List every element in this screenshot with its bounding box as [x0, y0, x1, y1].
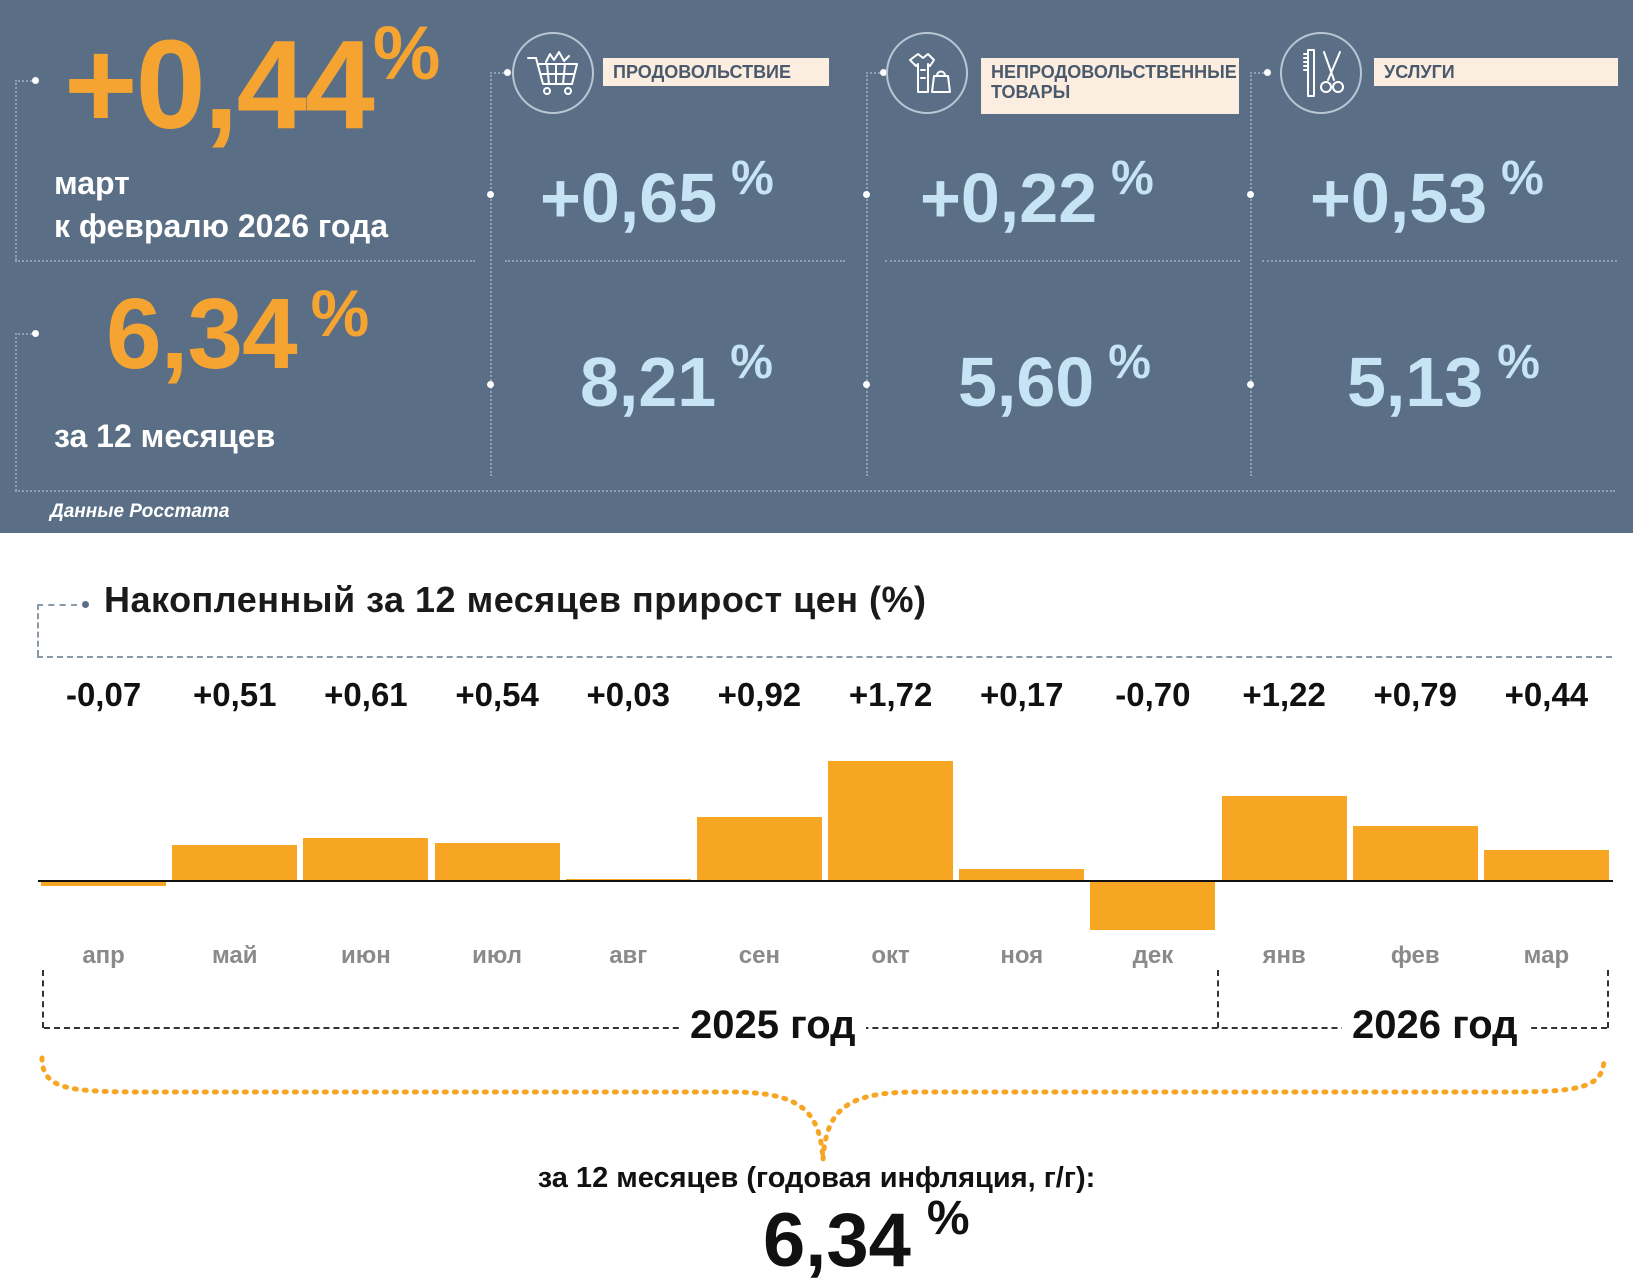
- summary-panel: +0,44% март к февралю 2026 года 6,34% за…: [0, 0, 1633, 533]
- marker-dot: [1264, 69, 1271, 76]
- marker-dot: [32, 77, 39, 84]
- divider: [15, 260, 475, 262]
- summary-brace: [39, 1055, 1607, 1161]
- annual-inflation-label: за 12 месяцев: [54, 418, 276, 454]
- category-label-services: УСЛУГИ: [1374, 58, 1618, 86]
- marker-dot: [32, 330, 39, 337]
- source-note: Данные Росстата: [50, 501, 230, 522]
- annual-inflation-caption: за 12 месяцев (годовая инфляция, г/г):: [537, 1162, 1096, 1194]
- divider: [885, 260, 1240, 262]
- divider: [15, 80, 35, 82]
- month-change-label: март к февралю 2026 года: [54, 165, 389, 245]
- value-label: +0,54: [455, 676, 539, 713]
- bar-янв: [1221, 795, 1347, 881]
- divider: [490, 72, 492, 476]
- month-tick-label: июн: [341, 942, 391, 969]
- bar-сен: [696, 816, 822, 881]
- value-label: -0,70: [1115, 676, 1191, 713]
- bar-июл: [434, 843, 560, 881]
- marker-dot: [82, 601, 89, 608]
- divider: [37, 604, 77, 606]
- divider: [42, 970, 44, 1028]
- divider: [866, 72, 868, 476]
- divider: [1250, 72, 1268, 74]
- month-tick-label: фев: [1390, 942, 1440, 969]
- services-month-value: +0,53%: [1310, 152, 1544, 237]
- month-tick-label: ноя: [1000, 942, 1044, 969]
- bar-фев: [1352, 825, 1478, 881]
- value-label: -0,07: [65, 676, 142, 713]
- value-label: +0,03: [586, 676, 671, 713]
- divider: [15, 490, 1615, 492]
- marker-dot: [487, 381, 494, 388]
- comb-scissors-icon: [1280, 32, 1362, 114]
- category-label-food: ПРОДОВОЛЬСТВИЕ: [603, 58, 829, 86]
- clothing-bag-icon: [886, 32, 968, 114]
- year-2026-label: 2026 год: [1342, 1003, 1528, 1048]
- value-label: +0,92: [717, 676, 802, 713]
- bar-мар: [1483, 850, 1609, 881]
- food-month-value: +0,65%: [540, 152, 774, 237]
- annual-inflation-total: 6,34%: [763, 1192, 970, 1283]
- divider: [37, 656, 1612, 658]
- year-2025-label: 2025 год: [680, 1003, 866, 1048]
- bar-апр: [41, 881, 167, 886]
- month-tick-label: сен: [738, 942, 780, 969]
- marker-dot: [1247, 381, 1254, 388]
- divider: [1607, 970, 1609, 1028]
- bar-авг: [565, 878, 691, 881]
- divider: [15, 333, 35, 335]
- annual-inflation-value: 6,34%: [106, 276, 370, 390]
- divider: [1250, 72, 1252, 476]
- bar-окт: [828, 760, 954, 881]
- category-label-nonfood: НЕПРОДОВОЛЬСТВЕННЫЕ ТОВАРЫ: [981, 58, 1239, 114]
- marker-dot: [487, 191, 494, 198]
- marker-dot: [863, 381, 870, 388]
- bar-дек: [1090, 881, 1216, 930]
- marker-dot: [1247, 191, 1254, 198]
- month-change-value: +0,44%: [64, 11, 441, 155]
- divider: [505, 260, 845, 262]
- value-label: +0,61: [324, 676, 408, 713]
- divider: [37, 604, 39, 656]
- value-label: +0,79: [1373, 676, 1458, 713]
- bar-ноя: [959, 869, 1085, 881]
- food-year-value: 8,21%: [580, 336, 773, 421]
- bar-июн: [303, 838, 429, 881]
- x-axis-line: [38, 880, 1613, 882]
- divider: [490, 72, 508, 74]
- services-year-value: 5,13%: [1347, 336, 1540, 421]
- value-label: +0,51: [193, 676, 277, 713]
- divider: [15, 333, 17, 491]
- value-label: +0,44: [1504, 676, 1589, 713]
- divider: [866, 72, 884, 74]
- value-label: +1,22: [1242, 676, 1326, 713]
- month-tick-label: июл: [472, 942, 523, 969]
- month-tick-label: дек: [1132, 942, 1174, 969]
- shopping-cart-icon: [512, 32, 594, 114]
- chart-title: Накопленный за 12 месяцев прирост цен (%…: [104, 579, 927, 620]
- marker-dot: [504, 69, 511, 76]
- month-tick-label: апр: [82, 942, 125, 969]
- divider: [1262, 260, 1617, 262]
- marker-dot: [880, 69, 887, 76]
- nonfood-year-value: 5,60%: [958, 336, 1151, 421]
- nonfood-month-value: +0,22%: [920, 152, 1154, 237]
- month-tick-label: май: [211, 942, 258, 969]
- month-tick-label: авг: [609, 942, 648, 969]
- month-tick-label: мар: [1523, 942, 1570, 969]
- divider: [15, 80, 17, 260]
- bar-май: [172, 845, 298, 881]
- value-label: +0,17: [980, 676, 1064, 713]
- divider: [1217, 970, 1219, 1028]
- marker-dot: [863, 191, 870, 198]
- value-label: +1,72: [848, 676, 933, 713]
- month-tick-label: янв: [1262, 942, 1306, 969]
- month-tick-label: окт: [871, 942, 910, 969]
